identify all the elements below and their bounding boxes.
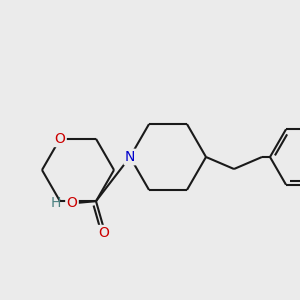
Text: H: H xyxy=(51,196,61,210)
Text: O: O xyxy=(55,132,65,146)
Text: N: N xyxy=(125,150,135,164)
Text: O: O xyxy=(67,196,77,210)
Text: O: O xyxy=(99,226,110,240)
